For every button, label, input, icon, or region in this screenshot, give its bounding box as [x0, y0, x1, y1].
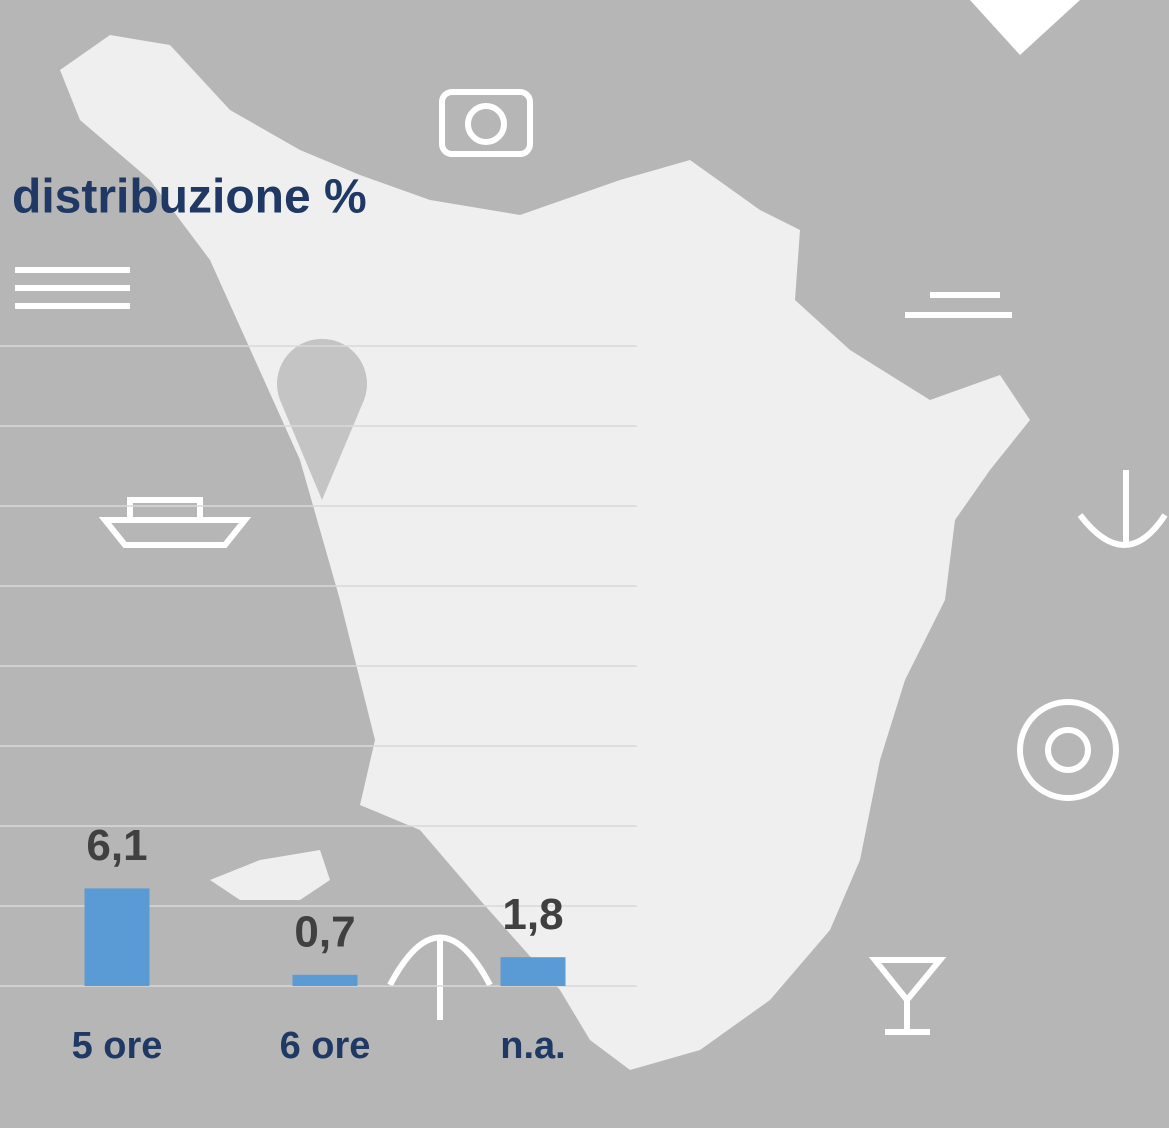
massage-icon	[905, 292, 1012, 318]
icons	[15, 89, 1168, 1035]
bar	[84, 888, 150, 986]
cocktail-icon	[868, 957, 947, 1035]
value-label: 6,1	[86, 821, 147, 870]
bar	[500, 957, 566, 986]
sea-icon	[15, 267, 130, 309]
umbrella-icon	[387, 934, 493, 1020]
bar	[292, 974, 358, 986]
ship-icon	[98, 497, 252, 548]
chart-title: distribuzione %	[12, 171, 367, 224]
corner-mark	[970, 0, 1080, 55]
map	[60, 35, 1030, 1070]
wheel-hub	[1045, 727, 1091, 773]
island	[210, 850, 330, 900]
x-tick-label: 6 ore	[280, 1025, 371, 1067]
anchor-icon	[1077, 470, 1168, 548]
wheel-icon	[1017, 699, 1119, 801]
camera-icon	[439, 89, 533, 157]
x-tick-label: n.a.	[500, 1025, 565, 1067]
value-label: 0,7	[294, 907, 355, 956]
value-label: 1,8	[502, 890, 563, 939]
camera-lens	[465, 103, 507, 145]
pin-icon	[277, 338, 367, 500]
x-tick-label: 5 ore	[72, 1025, 163, 1067]
